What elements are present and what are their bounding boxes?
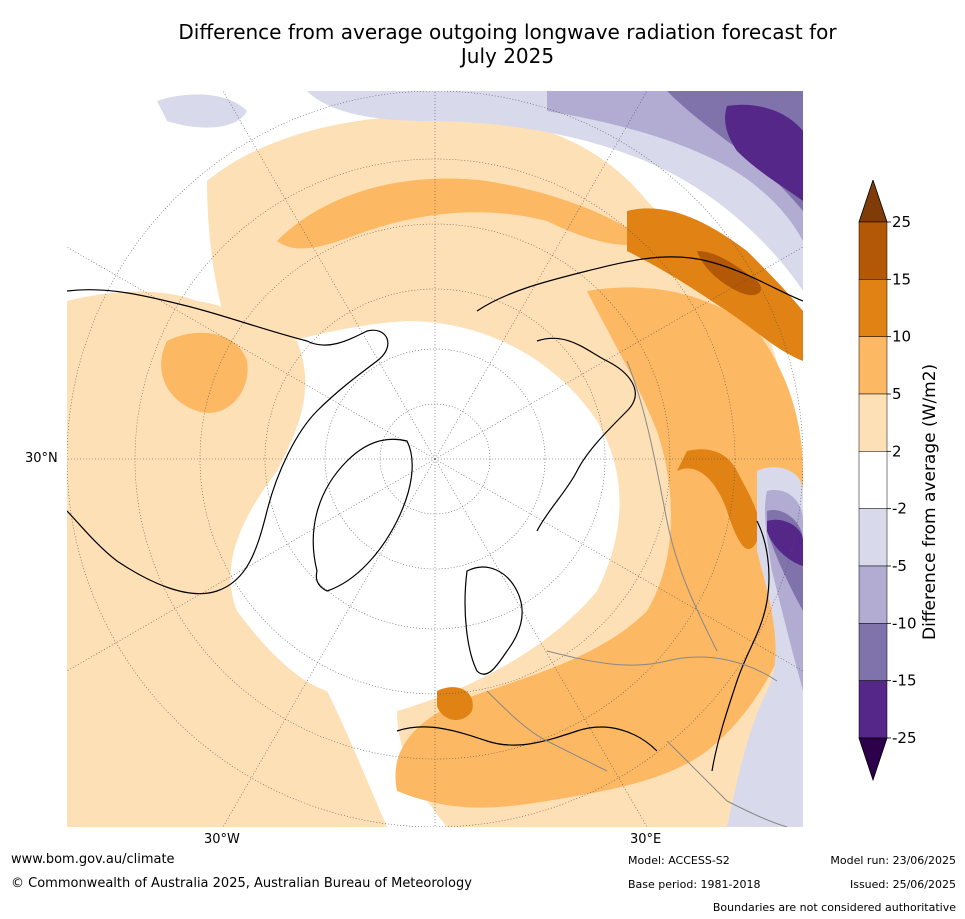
polar-map [67, 91, 803, 827]
coastline-asia-east [711, 520, 770, 772]
coastline-north-america [67, 289, 389, 595]
colorbar-tick-label: 15 [892, 270, 911, 288]
lon-label-30w: 30°W [204, 832, 240, 847]
anomaly-region-10-15-siberia [677, 449, 760, 550]
anomaly-region-10-15-east [627, 208, 803, 361]
colorbar-tick-label: 2 [892, 442, 902, 460]
colorbar-tick-label: -25 [892, 729, 917, 747]
colorbar-tick-label: -15 [892, 672, 917, 690]
footer-base-period: Base period: 1981-2018 [628, 878, 761, 891]
graticule-circle-70n [324, 348, 546, 570]
footer-issued: Issued: 25/06/2025 [849, 878, 956, 891]
anomaly-region-5-10-north [277, 178, 647, 249]
map-title: Difference from average outgoing longwav… [0, 20, 965, 68]
colorbar-segment [858, 565, 888, 624]
border-eurasia-1 [626, 360, 718, 652]
colorbar-axis-label: Difference from average (W/m2) [920, 363, 940, 640]
coastline-eurasia-arctic [536, 337, 636, 532]
footer-website: www.bom.gov.au/climate [11, 852, 175, 867]
footer-disclaimer: Boundaries are not considered authoritat… [712, 901, 956, 914]
colorbar-segment [858, 680, 888, 739]
graticule-circle-60n [264, 288, 606, 630]
graticule [67, 91, 803, 827]
borders [486, 360, 788, 827]
lat-label-30n: 30°N [25, 451, 58, 466]
map-title-line1: Difference from average outgoing longwav… [178, 20, 837, 44]
colorbar-segment [858, 508, 888, 567]
colorbar-segment [858, 279, 888, 337]
colorbar-segments [858, 180, 888, 782]
colorbar-segment [858, 451, 888, 509]
anomaly-region-10-15-europe [437, 687, 473, 721]
anomaly-fill [67, 91, 803, 827]
coastline-europe-south [396, 726, 658, 752]
coastlines [67, 256, 803, 772]
anomaly-region-5-10-west [161, 332, 248, 413]
colorbar-tick-label: -10 [892, 614, 917, 632]
border-europe-1 [486, 690, 608, 772]
colorbar-tick-label: -2 [892, 500, 907, 518]
colorbar-segment [858, 623, 888, 681]
anomaly-region-neg15-neg25-se [767, 519, 803, 566]
colorbar: 25 15 10 5 2 -2 -5 -10 -15 -25 [858, 180, 917, 782]
colorbar-segment [858, 393, 888, 452]
footer-model-run: Model run: 23/06/2025 [830, 854, 956, 867]
colorbar-ticks: 25 15 10 5 2 -2 -5 -10 -15 -25 [887, 213, 917, 747]
footer-model: Model: ACCESS-S2 [628, 854, 730, 867]
colorbar-segment [858, 336, 888, 395]
footer-copyright: © Commonwealth of Australia 2025, Austra… [11, 876, 472, 891]
anomaly-region-neg15-neg25-ne [725, 104, 803, 201]
anomaly-region-5-10-eurasia [395, 287, 803, 808]
colorbar-tick-label: 25 [892, 213, 911, 231]
border-eurasia-2 [546, 650, 778, 682]
anomaly-region-2-5-west [67, 291, 387, 827]
colorbar-tick-label: -5 [892, 557, 907, 575]
coastline-eurasia-north [476, 256, 803, 312]
colorbar-extend-bottom [858, 737, 888, 782]
coastline-scandinavia [464, 566, 523, 675]
anomaly-region-neg2-neg5-nw [157, 94, 247, 128]
coastline-greenland [312, 438, 413, 592]
border-asia-south [666, 740, 788, 827]
colorbar-extend-top [858, 180, 888, 223]
colorbar-tick-label: 10 [892, 328, 911, 346]
colorbar-segment [858, 221, 888, 280]
lon-label-30e: 30°E [630, 832, 662, 847]
colorbar-tick-label: 5 [892, 385, 902, 403]
map-title-line2: July 2025 [460, 44, 555, 68]
